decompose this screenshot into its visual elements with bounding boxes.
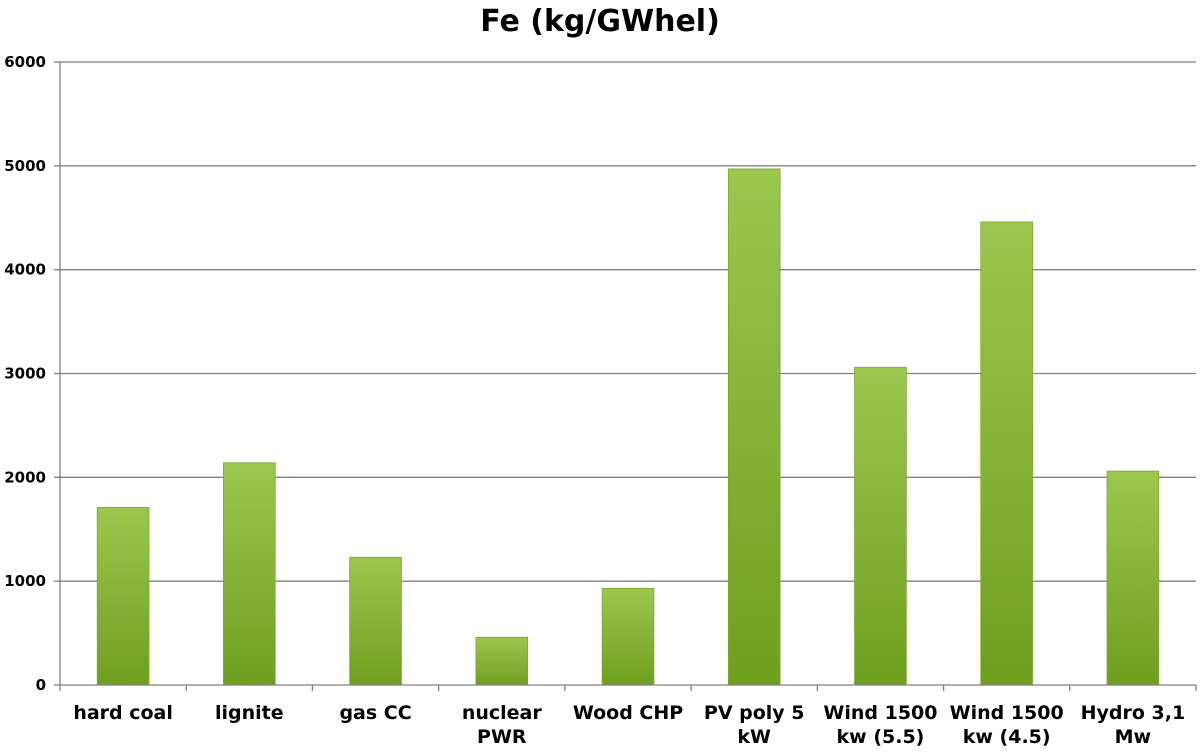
x-tick-label-line: gas CC [339, 702, 411, 724]
bar [223, 462, 276, 686]
y-tick-label: 6000 [4, 53, 46, 71]
x-tick-label-line: Wind 1500 [823, 702, 937, 724]
x-tick-label: Wood CHP [573, 702, 683, 724]
x-tick-label-line: kw (5.5) [837, 726, 925, 748]
bars [96, 168, 1160, 686]
x-tick-label: nuclear PWR [462, 702, 543, 748]
bar [980, 221, 1033, 686]
x-tick-label-line: kw (4.5) [963, 726, 1051, 748]
y-tick-label: 3000 [4, 365, 46, 383]
bar [601, 588, 655, 686]
y-tick-label: 5000 [4, 157, 46, 175]
x-tick-label-line: Wind 1500 [950, 702, 1064, 724]
x-tick-label-line: hard coal [73, 702, 173, 724]
x-tick-label-line: lignite [215, 702, 284, 724]
x-tick-label: PV poly 5 kW [704, 702, 805, 748]
x-tick-label: Wind 1500 kw (4.5) [950, 702, 1064, 748]
x-tick-label: Wind 1500 kw (5.5) [823, 702, 937, 748]
axes [59, 62, 1197, 691]
x-tick-label-line: Mw [1115, 726, 1151, 748]
y-tick-label: 0 [36, 676, 46, 694]
bar [854, 366, 907, 686]
bar [96, 507, 150, 686]
x-tick-label: lignite [215, 702, 284, 724]
x-tick-label: gas CC [339, 702, 411, 724]
bar [1106, 470, 1160, 686]
x-tick-label: Hydro 3,1 Mw [1081, 702, 1186, 748]
bar [349, 556, 402, 686]
bar [727, 168, 781, 686]
x-tick-label: hard coal [73, 702, 173, 724]
x-axis-ticks: hard coal lignite gas CC nuclear PWR Wood CHP… [73, 702, 1185, 748]
y-tick-label: 4000 [4, 261, 46, 279]
bar [475, 636, 529, 686]
y-tick-label: 2000 [4, 468, 46, 486]
y-tick-label: 1000 [4, 572, 46, 590]
x-tick-label-line: Wood CHP [573, 702, 683, 724]
x-tick-label-line: PWR [477, 726, 527, 748]
x-tick-label-line: Hydro 3,1 [1081, 702, 1186, 724]
x-tick-label-line: kW [737, 726, 771, 748]
chart-title: Fe (kg/GWhel) [480, 4, 720, 39]
y-axis-ticks: 0 1000 2000 3000 4000 5000 6000 [4, 53, 46, 694]
x-tick-label-line: nuclear [462, 702, 543, 724]
x-tick-label-line: PV poly 5 [704, 702, 805, 724]
